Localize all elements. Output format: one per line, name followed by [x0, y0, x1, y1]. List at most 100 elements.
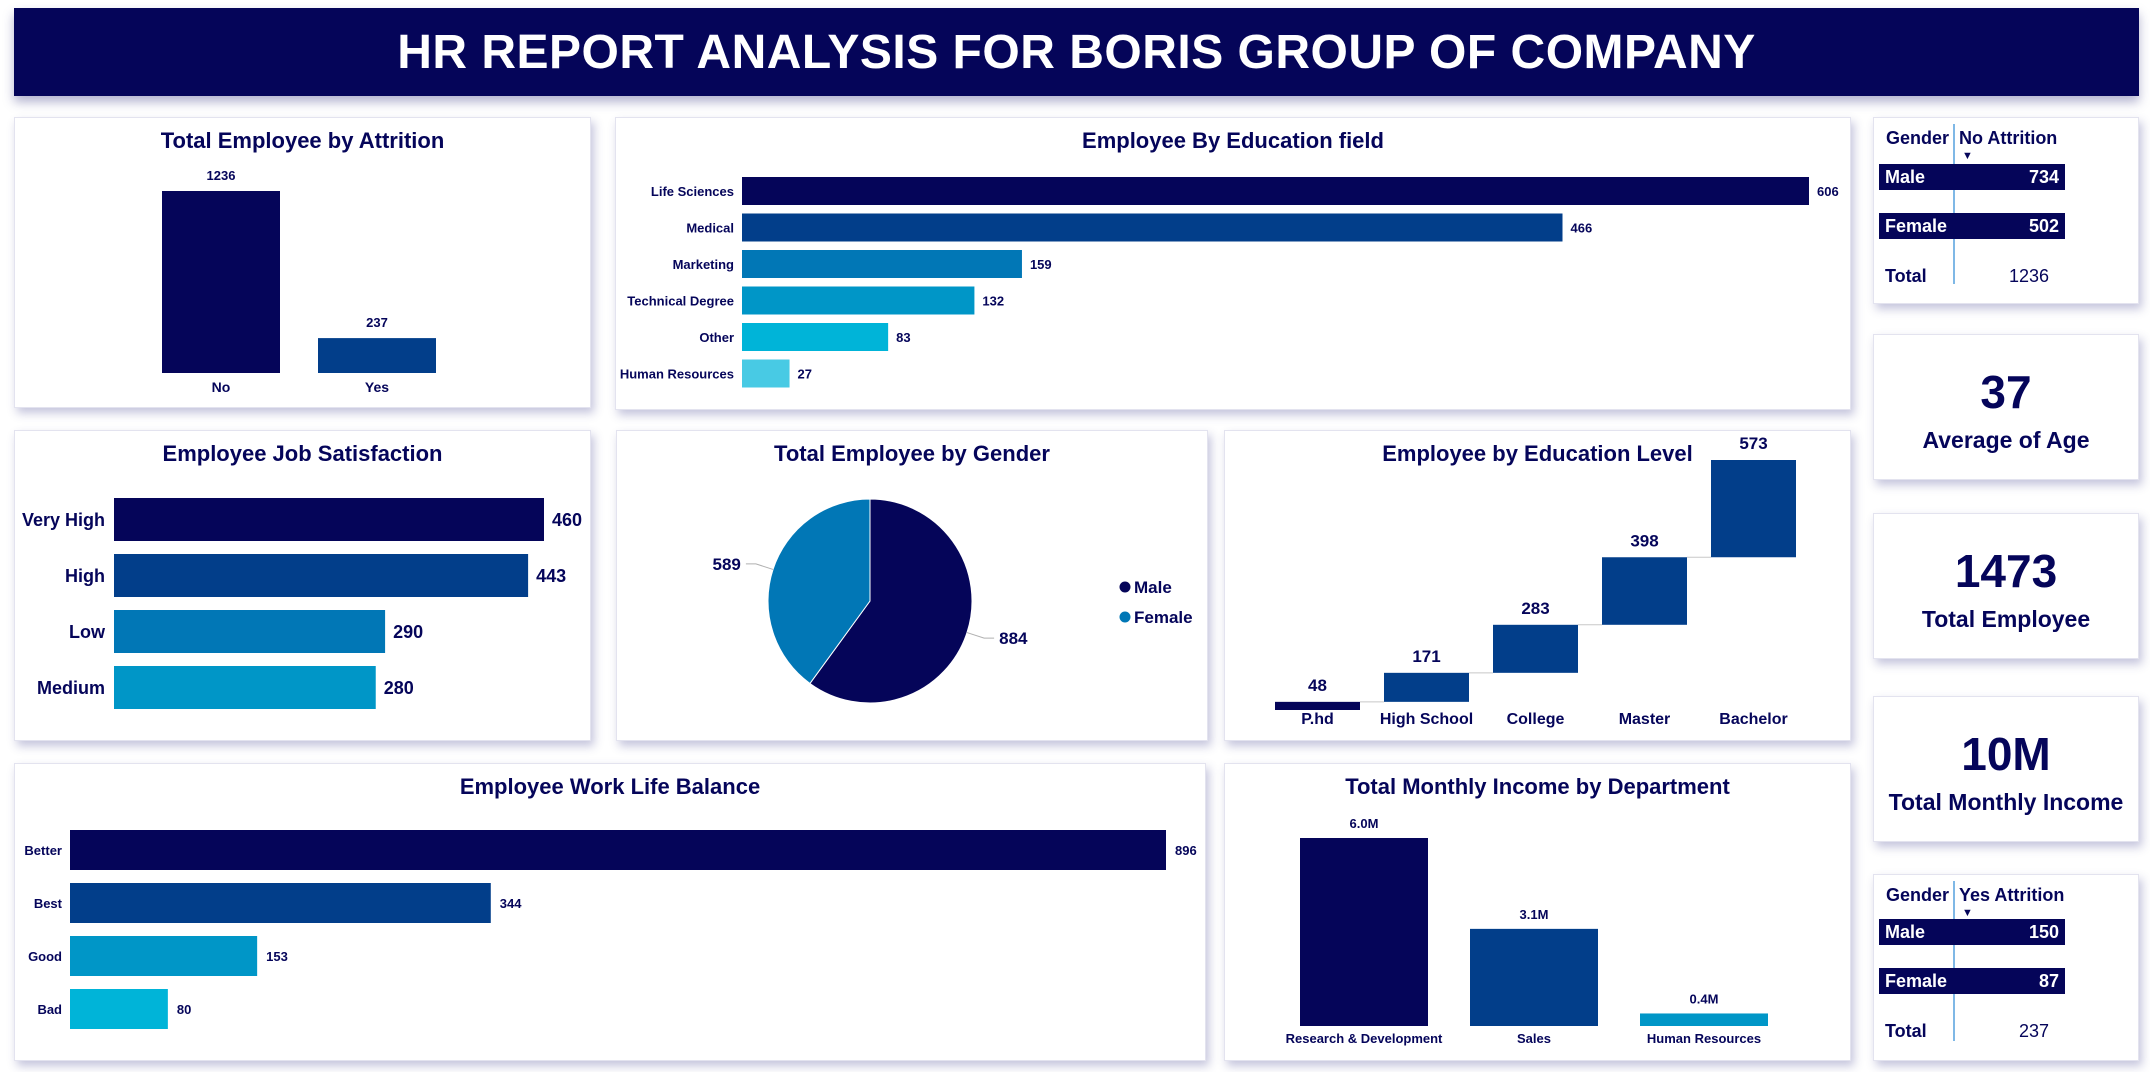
bar[interactable]	[1470, 928, 1598, 1026]
bar[interactable]	[742, 323, 889, 351]
education-field-card[interactable]: Employee By Education field Life Science…	[615, 117, 1851, 410]
bar[interactable]	[742, 177, 1809, 205]
bar[interactable]	[742, 213, 1563, 242]
table-header-gender[interactable]: Gender	[1886, 128, 1950, 148]
bar[interactable]	[70, 989, 168, 1029]
income-department-card[interactable]: Total Monthly Income by Department 6.0M R…	[1224, 763, 1851, 1061]
bar[interactable]	[1711, 460, 1796, 558]
bar[interactable]	[1275, 701, 1360, 710]
bar[interactable]	[1300, 838, 1428, 1026]
table-row[interactable]: Male 734	[1879, 164, 2065, 190]
legend-marker	[1119, 611, 1131, 623]
job-satisfaction-chart: Very High 460 High 443 Low 290 Medium 280	[22, 498, 582, 709]
bar[interactable]	[1602, 557, 1687, 625]
category-label: Better	[24, 843, 62, 858]
table-header-gender[interactable]: Gender	[1886, 885, 1950, 905]
yes-attrition-table-card[interactable]: Gender Yes Attrition ▼ Male 150 Female 8…	[1873, 874, 2139, 1061]
data-label: 153	[266, 949, 288, 964]
total-employee-card: 1473 Total Employee	[1873, 513, 2139, 659]
category-label: Bachelor	[1719, 711, 1787, 728]
data-label: 237	[366, 315, 388, 330]
bar[interactable]	[114, 498, 544, 541]
data-label: 171	[1412, 647, 1440, 666]
bar[interactable]	[70, 936, 258, 976]
gender-cell: Female	[1885, 215, 1948, 236]
category-label: High School	[1380, 711, 1473, 728]
bar[interactable]	[742, 359, 790, 388]
count-cell: 87	[2038, 970, 2059, 991]
data-label: 606	[1817, 184, 1839, 199]
bar[interactable]	[742, 286, 975, 315]
data-label: 6.0M	[1350, 816, 1379, 831]
table-header-yes-attrition[interactable]: Yes Attrition	[1959, 885, 2065, 905]
bar[interactable]	[162, 191, 280, 373]
table-header-no-attrition[interactable]: No Attrition	[1959, 128, 2058, 148]
legend-label[interactable]: Female	[1134, 608, 1193, 627]
pie-slice[interactable]	[809, 498, 973, 704]
data-label: 280	[384, 678, 414, 698]
pie-slice[interactable]	[767, 498, 871, 685]
bar[interactable]	[1384, 672, 1469, 702]
gender-chart: 884 589 Male Female	[713, 498, 1193, 704]
leader-line	[745, 563, 774, 570]
category-label: College	[1507, 711, 1565, 728]
gender-cell: Male	[1885, 921, 1926, 942]
sort-desc-icon[interactable]: ▼	[1962, 150, 1973, 162]
work-life-balance-card[interactable]: Employee Work Life Balance Better 896 Best…	[14, 763, 1206, 1061]
bar[interactable]	[742, 250, 1022, 278]
bar[interactable]	[318, 338, 436, 373]
data-label: 398	[1630, 531, 1658, 550]
education-level-chart-title: Employee by Education Level	[1382, 441, 1693, 466]
report-header: HR REPORT ANALYSIS FOR BORIS GROUP OF CO…	[14, 8, 2139, 96]
column-divider	[1953, 881, 1955, 1041]
total-value: 1236	[2008, 265, 2049, 286]
work-life-balance-chart-title: Employee Work Life Balance	[459, 774, 761, 799]
category-label: High	[65, 566, 105, 586]
category-label: Master	[1619, 711, 1671, 728]
gender-chart-title: Total Employee by Gender	[774, 441, 1050, 466]
data-label: 48	[1308, 676, 1327, 695]
legend-label[interactable]: Male	[1134, 578, 1172, 597]
category-label: No	[212, 379, 231, 395]
bar[interactable]	[1640, 1013, 1768, 1026]
total-income-label: Total Monthly Income	[1888, 789, 2124, 815]
category-label: Very High	[22, 510, 105, 530]
data-label: 290	[393, 622, 423, 642]
sort-desc-icon[interactable]: ▼	[1962, 907, 1973, 919]
leader-line	[966, 632, 995, 639]
education-field-chart-title: Employee By Education field	[1082, 128, 1384, 153]
bar[interactable]	[114, 666, 376, 709]
table-row[interactable]: Female 502	[1879, 213, 2065, 239]
data-label: 283	[1521, 599, 1549, 618]
table-row[interactable]: Male 150	[1879, 919, 2065, 945]
income-department-chart: 6.0M Research & Development 3.1M Sales 0.4M H…	[1286, 816, 1768, 1046]
table-row[interactable]: Female 87	[1879, 968, 2065, 994]
gender-cell: Female	[1885, 970, 1948, 991]
bar[interactable]	[70, 830, 1166, 870]
category-label: Technical Degree	[627, 294, 734, 309]
education-level-card[interactable]: Employee by Education Level 48 P.hd 171 Hig…	[1224, 430, 1851, 741]
gender-card[interactable]: Total Employee by Gender 884 589 Male Femal…	[616, 430, 1208, 741]
category-label: Medical	[686, 221, 734, 236]
bar[interactable]	[114, 610, 386, 653]
category-label: Sales	[1517, 1031, 1551, 1046]
category-label: Human Resources	[1647, 1031, 1761, 1046]
data-label: 344	[500, 896, 522, 911]
education-field-chart: Life Sciences 606 Medical 466 Marketing 159 Te…	[620, 177, 1839, 388]
data-label: 132	[982, 294, 1004, 309]
attrition-chart-title: Total Employee by Attrition	[160, 128, 445, 153]
column-divider	[1953, 124, 1955, 284]
data-label: 466	[1570, 221, 1592, 236]
attrition-card[interactable]: Total Employee by Attrition 1236 No 237 Yes	[14, 117, 591, 408]
total-employee-value: 1473	[1954, 545, 2058, 597]
gender-cell: Male	[1885, 166, 1926, 187]
bar[interactable]	[114, 554, 529, 597]
category-label: Yes	[365, 379, 389, 395]
bar[interactable]	[70, 883, 491, 923]
data-label: 884	[999, 629, 1028, 648]
count-cell: 150	[2028, 921, 2059, 942]
no-attrition-table-card[interactable]: Gender No Attrition ▼ Male 734 Female 50…	[1873, 117, 2139, 304]
total-income-card: 10M Total Monthly Income	[1873, 696, 2139, 842]
job-satisfaction-card[interactable]: Employee Job Satisfaction Very High 460 Hi…	[14, 430, 591, 741]
bar[interactable]	[1493, 624, 1578, 673]
